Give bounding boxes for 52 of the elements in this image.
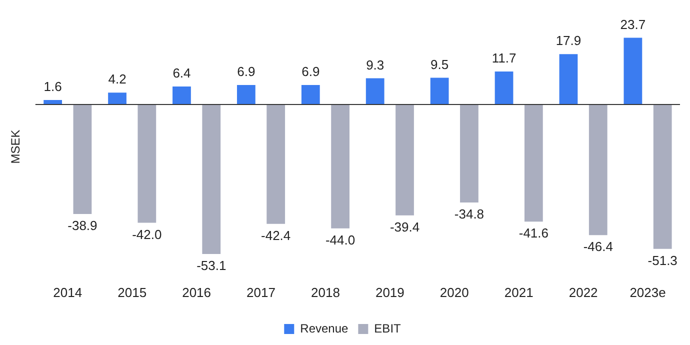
data-label: -34.8 — [454, 206, 484, 222]
bar — [460, 104, 478, 202]
data-label: -46.4 — [583, 239, 613, 254]
x-tick-label: 2019 — [375, 284, 404, 300]
bar — [236, 85, 256, 104]
data-label: -42.4 — [261, 228, 291, 243]
bar — [366, 78, 384, 104]
bar — [524, 104, 543, 222]
bar — [138, 104, 156, 223]
y-axis-title: MSEK — [8, 130, 23, 164]
x-tick-label: 2018 — [311, 284, 340, 300]
bar — [653, 104, 672, 249]
bar — [430, 78, 449, 104]
data-label: -53.1 — [196, 258, 226, 274]
data-label: -38.9 — [68, 218, 98, 234]
bar — [108, 92, 126, 104]
x-tick-label: 2023e — [630, 284, 666, 300]
bar — [396, 104, 414, 216]
x-tick-label: 2015 — [118, 284, 147, 300]
x-tick-label: 2020 — [440, 284, 469, 300]
bar — [331, 104, 350, 228]
data-label: -41.6 — [518, 226, 548, 241]
bar — [73, 104, 92, 214]
bar — [559, 54, 578, 104]
data-label: 11.7 — [492, 50, 516, 66]
bar — [202, 104, 221, 254]
data-label: 1.6 — [44, 79, 62, 94]
legend-label: EBIT — [374, 321, 402, 336]
data-label: 6.4 — [172, 66, 191, 81]
x-tick-label: 2016 — [182, 284, 212, 300]
data-label: 9.3 — [366, 57, 384, 72]
data-label: -39.4 — [390, 219, 420, 234]
bar — [588, 104, 608, 236]
data-label: 17.9 — [556, 33, 582, 48]
data-label: 6.9 — [302, 64, 320, 80]
data-label: -44.0 — [325, 232, 356, 248]
x-tick-label: 2017 — [246, 284, 276, 300]
legend-label: Revenue — [300, 321, 349, 336]
x-tick-label: 2014 — [53, 284, 82, 300]
bar — [266, 104, 286, 224]
data-label: 9.5 — [430, 56, 449, 72]
x-tick-label: 2022 — [568, 284, 598, 300]
bar — [624, 38, 642, 104]
data-label: 6.9 — [237, 64, 256, 80]
data-label: 4.2 — [108, 72, 126, 87]
x-tick-label: 2021 — [504, 284, 534, 300]
data-label: 23.7 — [620, 16, 646, 32]
bar — [494, 72, 514, 104]
bar — [301, 85, 320, 104]
data-label: -42.0 — [132, 226, 162, 242]
bar — [172, 86, 191, 104]
data-label: -51.3 — [648, 252, 678, 268]
